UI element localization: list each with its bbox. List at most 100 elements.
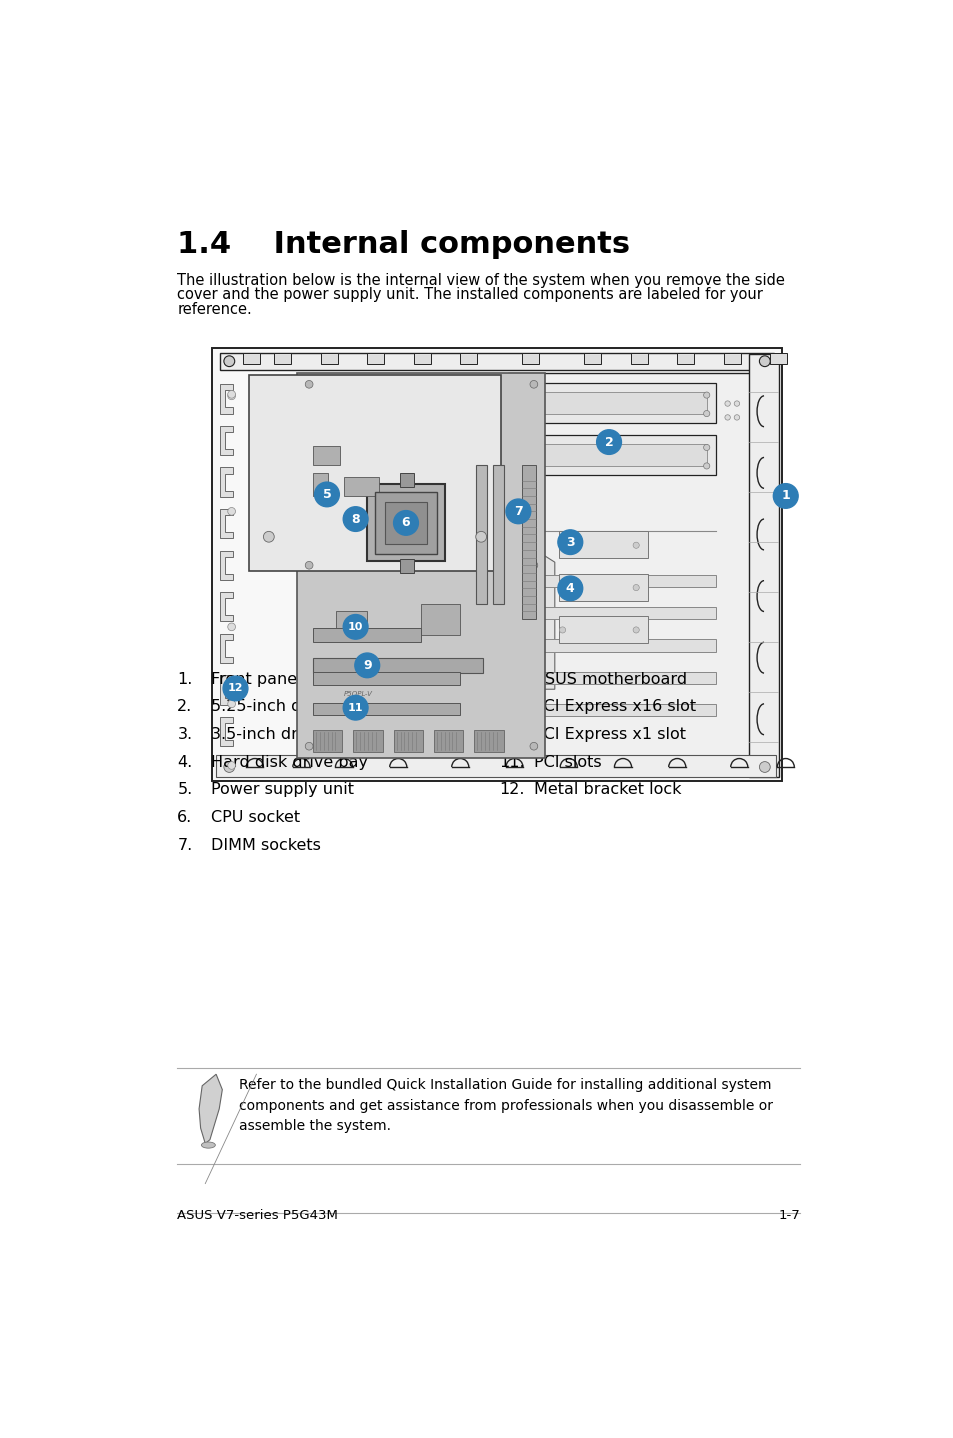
Text: Front panel cover: Front panel cover (211, 672, 351, 686)
Text: 4.: 4. (177, 755, 193, 769)
Text: cover and the power supply unit. The installed components are labeled for your: cover and the power supply unit. The ins… (177, 288, 762, 302)
Circle shape (314, 482, 339, 506)
Circle shape (558, 577, 582, 601)
Circle shape (530, 381, 537, 388)
Text: Metal bracket lock: Metal bracket lock (534, 782, 680, 798)
FancyBboxPatch shape (769, 352, 786, 364)
Text: ASUS V7-series P5G43M: ASUS V7-series P5G43M (177, 1209, 338, 1222)
Text: 11: 11 (348, 703, 363, 713)
Text: The illustration below is the internal view of the system when you remove the si: The illustration below is the internal v… (177, 273, 784, 288)
Circle shape (228, 391, 235, 398)
FancyBboxPatch shape (320, 352, 337, 364)
FancyBboxPatch shape (297, 372, 545, 758)
FancyBboxPatch shape (313, 703, 459, 716)
Text: DIMM sockets: DIMM sockets (211, 838, 320, 853)
Text: 10: 10 (348, 621, 363, 631)
Text: PCI Express x16 slot: PCI Express x16 slot (534, 699, 696, 715)
FancyBboxPatch shape (313, 628, 421, 643)
Text: 6: 6 (401, 516, 410, 529)
Text: CPU socket: CPU socket (211, 810, 299, 825)
Circle shape (558, 529, 582, 555)
FancyBboxPatch shape (375, 492, 436, 554)
FancyBboxPatch shape (274, 352, 291, 364)
Circle shape (343, 506, 368, 532)
Text: 5.25-inch optical drive bays: 5.25-inch optical drive bays (211, 699, 434, 715)
Text: 6.: 6. (177, 810, 193, 825)
Text: 1.4    Internal components: 1.4 Internal components (177, 230, 630, 259)
FancyBboxPatch shape (583, 352, 600, 364)
FancyBboxPatch shape (512, 672, 716, 684)
Circle shape (224, 355, 234, 367)
Text: ASUS motherboard: ASUS motherboard (534, 672, 686, 686)
Circle shape (759, 355, 769, 367)
Circle shape (633, 584, 639, 591)
Circle shape (343, 696, 368, 720)
FancyBboxPatch shape (313, 657, 483, 673)
FancyBboxPatch shape (313, 473, 328, 496)
Circle shape (263, 532, 274, 542)
Circle shape (703, 393, 709, 398)
Text: 2.: 2. (177, 699, 193, 715)
Polygon shape (220, 634, 233, 663)
Circle shape (343, 614, 368, 638)
Text: 11.: 11. (498, 755, 524, 769)
Text: 8: 8 (351, 512, 359, 525)
FancyBboxPatch shape (249, 375, 500, 571)
FancyBboxPatch shape (493, 464, 503, 604)
Circle shape (305, 381, 313, 388)
FancyBboxPatch shape (313, 731, 342, 752)
Circle shape (305, 742, 313, 751)
FancyBboxPatch shape (512, 607, 716, 620)
Polygon shape (220, 426, 233, 456)
FancyBboxPatch shape (421, 604, 459, 634)
FancyBboxPatch shape (558, 532, 647, 558)
Text: 1: 1 (781, 489, 789, 502)
Polygon shape (220, 384, 233, 414)
Circle shape (515, 707, 521, 713)
Text: PCI Express x1 slot: PCI Express x1 slot (534, 728, 685, 742)
Text: 10.: 10. (498, 728, 524, 742)
Text: 1.: 1. (177, 672, 193, 686)
Circle shape (228, 762, 235, 769)
Circle shape (515, 578, 521, 584)
FancyBboxPatch shape (399, 559, 414, 572)
FancyBboxPatch shape (521, 393, 706, 414)
Circle shape (305, 561, 313, 569)
Text: 3.5-inch drive bay: 3.5-inch drive bay (211, 728, 355, 742)
FancyBboxPatch shape (385, 502, 427, 544)
Text: reference.: reference. (177, 302, 252, 316)
Text: 4: 4 (565, 582, 574, 595)
Text: 5.: 5. (177, 782, 193, 798)
FancyBboxPatch shape (508, 372, 750, 774)
Text: 9.: 9. (498, 699, 514, 715)
Text: PCI slots: PCI slots (534, 755, 601, 769)
FancyBboxPatch shape (335, 611, 367, 634)
FancyBboxPatch shape (212, 348, 781, 781)
Circle shape (703, 444, 709, 450)
Text: Refer to the bundled Quick Installation Guide for installing additional system
c: Refer to the bundled Quick Installation … (239, 1078, 773, 1133)
Text: 12: 12 (228, 683, 243, 693)
FancyBboxPatch shape (512, 575, 716, 587)
FancyBboxPatch shape (723, 352, 740, 364)
Circle shape (558, 584, 565, 591)
FancyBboxPatch shape (558, 574, 647, 601)
FancyBboxPatch shape (344, 477, 378, 496)
Text: 9: 9 (362, 659, 371, 672)
Circle shape (724, 401, 730, 407)
Text: 5: 5 (322, 487, 331, 500)
FancyBboxPatch shape (459, 352, 476, 364)
Circle shape (530, 742, 537, 751)
FancyBboxPatch shape (220, 352, 773, 370)
Text: 7.: 7. (177, 838, 193, 853)
FancyBboxPatch shape (748, 354, 778, 777)
Polygon shape (199, 1074, 222, 1143)
Text: 12.: 12. (498, 782, 524, 798)
FancyBboxPatch shape (516, 383, 716, 423)
FancyBboxPatch shape (512, 638, 716, 651)
FancyBboxPatch shape (414, 352, 431, 364)
FancyBboxPatch shape (353, 731, 382, 752)
Circle shape (724, 414, 730, 420)
Text: 3: 3 (565, 536, 574, 549)
Circle shape (703, 463, 709, 469)
Circle shape (759, 762, 769, 772)
